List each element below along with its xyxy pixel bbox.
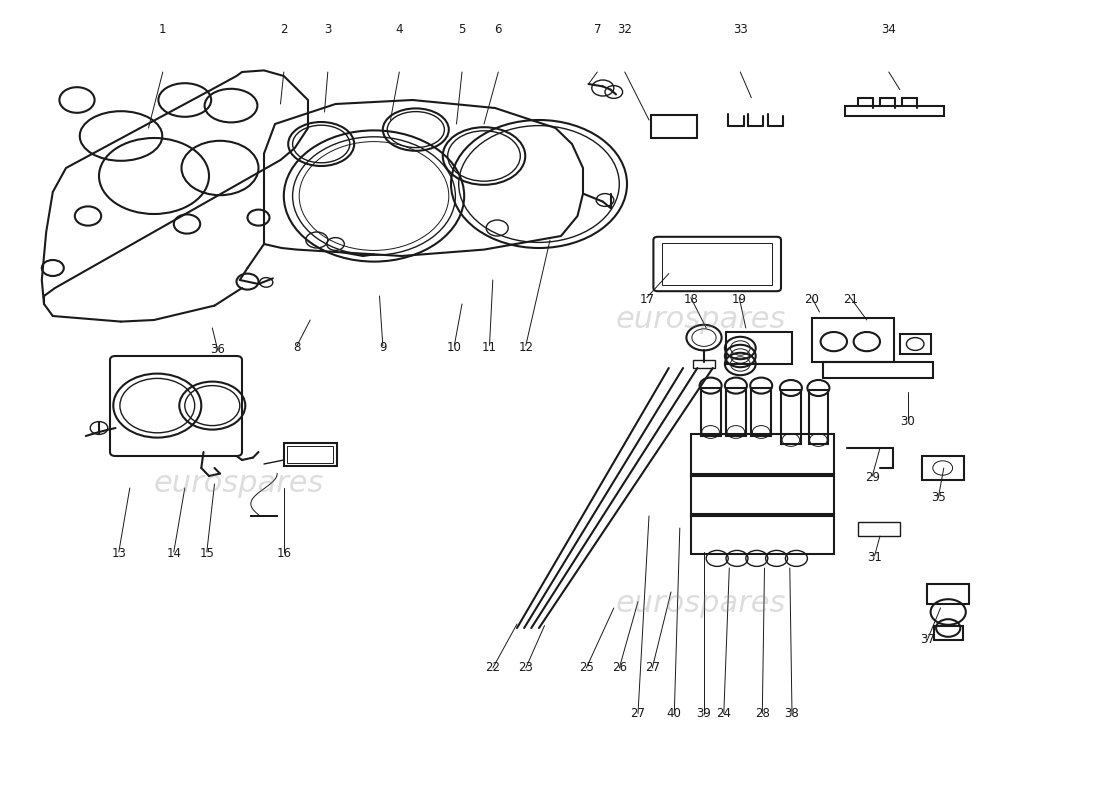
- Bar: [812, 318, 894, 362]
- Text: 32: 32: [617, 23, 632, 36]
- Text: 18: 18: [683, 293, 698, 306]
- Bar: [900, 334, 931, 354]
- Bar: [691, 514, 834, 554]
- Bar: [858, 522, 900, 536]
- Text: 27: 27: [630, 707, 646, 720]
- Text: 34: 34: [881, 23, 896, 36]
- Text: 37: 37: [920, 633, 935, 646]
- Text: 16: 16: [276, 547, 292, 560]
- Bar: [287, 446, 333, 463]
- Text: 39: 39: [696, 707, 712, 720]
- Text: 35: 35: [931, 491, 946, 504]
- Bar: [691, 474, 834, 516]
- Text: eurospares: eurospares: [154, 470, 324, 498]
- Text: 5: 5: [459, 23, 465, 36]
- Text: 28: 28: [755, 707, 770, 720]
- Text: 31: 31: [867, 551, 882, 564]
- Text: 14: 14: [166, 547, 182, 560]
- Text: 21: 21: [843, 293, 858, 306]
- Text: 4: 4: [396, 23, 403, 36]
- Bar: [751, 388, 771, 436]
- Text: 40: 40: [667, 707, 682, 720]
- Bar: [927, 584, 969, 604]
- Text: 20: 20: [804, 293, 820, 306]
- Text: 10: 10: [447, 341, 462, 354]
- Bar: [922, 456, 964, 480]
- Text: 24: 24: [716, 707, 732, 720]
- Bar: [845, 106, 944, 116]
- Bar: [691, 434, 834, 476]
- Text: 2: 2: [280, 23, 287, 36]
- Text: 33: 33: [733, 23, 748, 36]
- Bar: [662, 243, 772, 285]
- Text: 26: 26: [612, 661, 627, 674]
- Text: 8: 8: [294, 341, 300, 354]
- Bar: [693, 360, 715, 368]
- Text: 25: 25: [579, 661, 594, 674]
- Text: 19: 19: [732, 293, 747, 306]
- Text: 3: 3: [324, 23, 331, 36]
- Text: eurospares: eurospares: [616, 590, 786, 618]
- Text: 1: 1: [160, 23, 166, 36]
- Bar: [726, 388, 746, 436]
- Text: 30: 30: [900, 415, 915, 428]
- Text: 6: 6: [495, 23, 502, 36]
- Bar: [934, 626, 962, 640]
- Text: eurospares: eurospares: [616, 306, 786, 334]
- Text: 17: 17: [639, 293, 654, 306]
- Text: 36: 36: [210, 343, 225, 356]
- Text: 38: 38: [784, 707, 800, 720]
- Bar: [726, 332, 792, 364]
- Text: 22: 22: [485, 661, 501, 674]
- Text: 29: 29: [865, 471, 880, 484]
- Text: 9: 9: [379, 341, 386, 354]
- Text: 7: 7: [594, 23, 601, 36]
- Text: 15: 15: [199, 547, 214, 560]
- Text: 27: 27: [645, 661, 660, 674]
- Text: 12: 12: [518, 341, 534, 354]
- Bar: [701, 388, 721, 436]
- Text: 11: 11: [482, 341, 497, 354]
- Text: 13: 13: [111, 547, 126, 560]
- Bar: [823, 362, 933, 378]
- Text: 23: 23: [518, 661, 534, 674]
- Bar: [808, 390, 828, 444]
- Bar: [781, 390, 801, 444]
- Bar: [284, 443, 337, 466]
- Bar: [651, 115, 697, 138]
